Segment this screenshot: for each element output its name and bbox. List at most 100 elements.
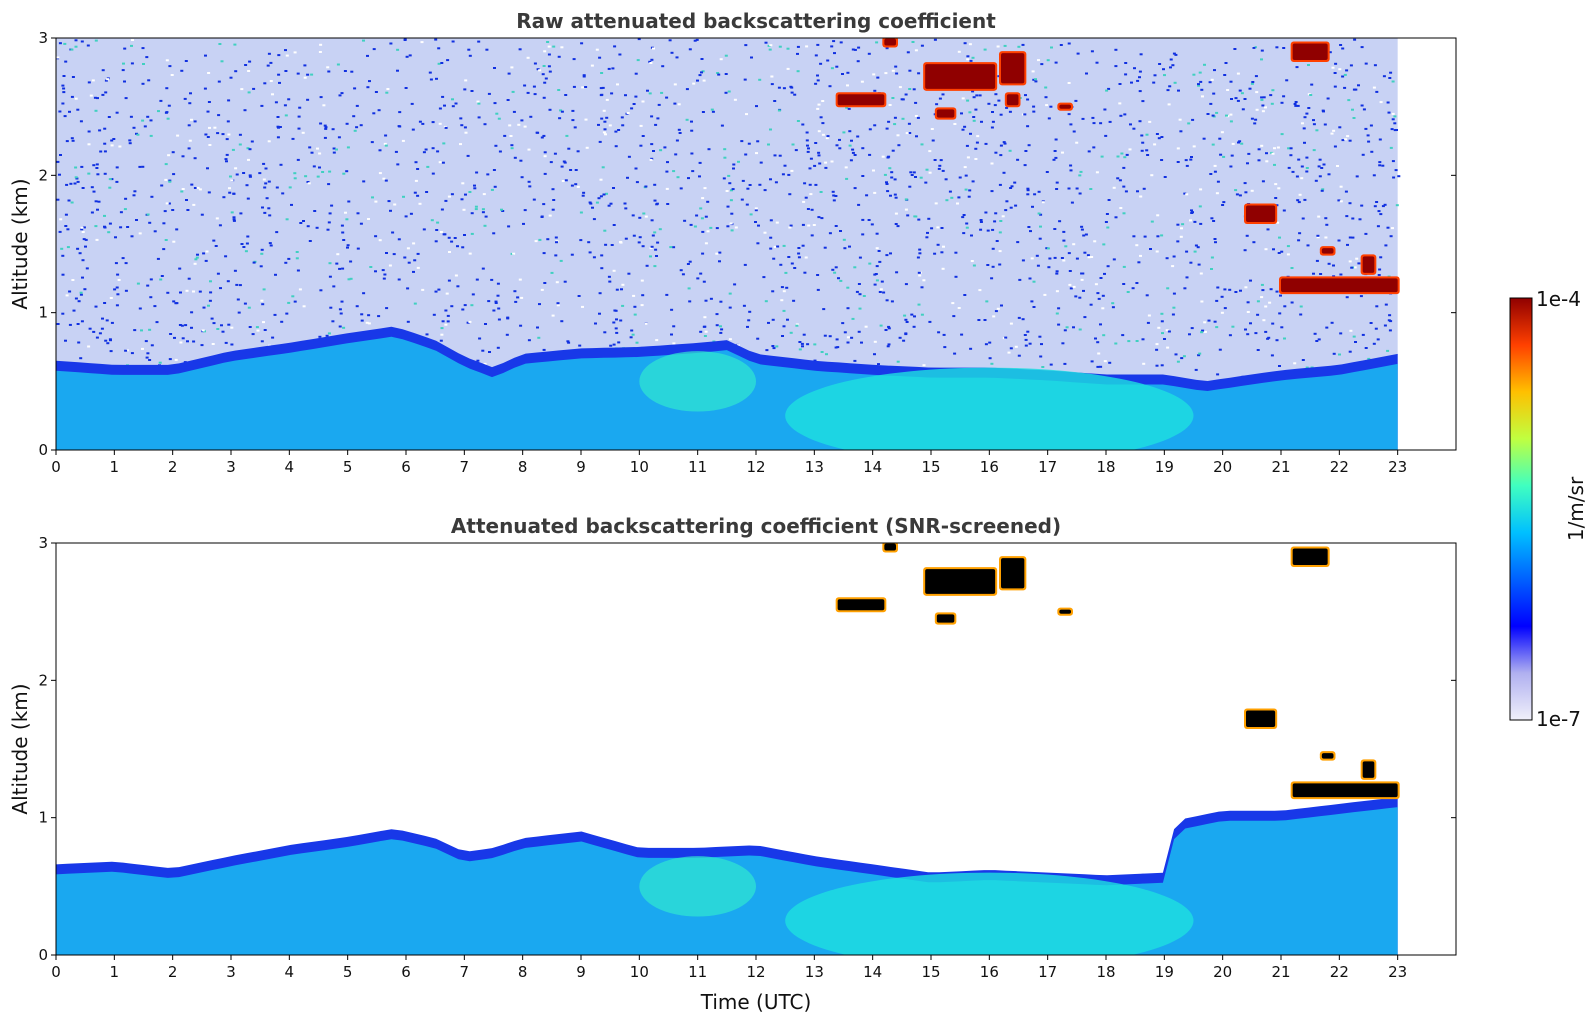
x-tick-label: 18: [1096, 963, 1115, 981]
x-tick-label: 14: [863, 963, 882, 981]
cloud-core: [936, 614, 955, 623]
x-tick-label: 16: [980, 963, 999, 981]
heatmap-area: [56, 38, 1401, 450]
x-tick-label: 2: [168, 963, 178, 981]
aerosol-maximum: [639, 351, 757, 412]
cloud-core: [837, 94, 885, 106]
x-tick-label: 6: [401, 963, 411, 981]
cloud-core: [1321, 248, 1334, 254]
cloud-core: [1001, 53, 1025, 84]
x-tick-label: 17: [1038, 963, 1057, 981]
cloud-core: [1059, 104, 1071, 109]
x-tick-label: 3: [226, 963, 236, 981]
x-tick-label: 1: [110, 458, 120, 476]
x-tick-label: 6: [401, 458, 411, 476]
x-tick-label: 12: [746, 458, 765, 476]
cloud-core: [1246, 205, 1276, 223]
x-tick-label: 23: [1388, 458, 1407, 476]
x-axis-label: Time (UTC): [700, 990, 812, 1014]
colorbar-max-label: 1e-4: [1536, 287, 1581, 311]
cloud-core: [1292, 43, 1328, 60]
x-tick-label: 13: [805, 963, 824, 981]
cloud-core: [1362, 256, 1375, 273]
aerosol-maximum: [639, 856, 757, 917]
x-tick-label: 21: [1271, 963, 1290, 981]
y-axis-label: Altitude (km): [8, 178, 32, 309]
panel-title: Attenuated backscattering coefficient (S…: [451, 514, 1061, 538]
x-tick-label: 11: [688, 458, 707, 476]
cloud-core: [1246, 710, 1276, 728]
cloud-core: [884, 38, 896, 46]
x-tick-label: 4: [285, 458, 295, 476]
cloud-core: [1006, 94, 1019, 106]
cloud-core: [1362, 761, 1375, 778]
y-tick-label: 3: [38, 534, 48, 552]
x-tick-label: 20: [1213, 963, 1232, 981]
x-tick-label: 17: [1038, 458, 1057, 476]
cloud-core: [884, 543, 896, 551]
aerosol-maximum: [785, 367, 1194, 450]
aerosol-maximum: [785, 872, 1194, 955]
x-tick-label: 1: [110, 963, 120, 981]
cloud-core: [1292, 548, 1328, 565]
y-tick-label: 0: [38, 946, 48, 964]
colorbar-gradient: [1509, 297, 1533, 721]
noise-speckles: [56, 38, 1401, 378]
cloud-core: [1292, 783, 1398, 798]
y-tick-label: 1: [38, 304, 48, 322]
x-tick-label: 10: [630, 458, 649, 476]
y-axis-label: Altitude (km): [8, 683, 32, 814]
x-axis-ticks: 0 1 2 3 4 5 6 7 8 9 10 11 12 13 14 15 16 17 18 19 20 21 22 23: [51, 955, 1407, 981]
cloud-core: [1321, 753, 1334, 759]
x-tick-label: 3: [226, 458, 236, 476]
y-tick-label: 0: [38, 441, 48, 459]
x-tick-label: 5: [343, 458, 353, 476]
cloud-core: [1281, 278, 1398, 293]
x-tick-label: 9: [576, 458, 586, 476]
colorbar-unit-label: 1/m/sr: [1564, 476, 1588, 541]
x-tick-label: 20: [1213, 458, 1232, 476]
colorbar-min-label: 1e-7: [1536, 707, 1581, 731]
x-tick-label: 19: [1155, 963, 1174, 981]
x-tick-label: 23: [1388, 963, 1407, 981]
cloud-core: [936, 109, 955, 118]
x-tick-label: 22: [1330, 458, 1349, 476]
y-tick-label: 2: [38, 671, 48, 689]
cloud-core: [1059, 609, 1071, 614]
x-tick-label: 19: [1155, 458, 1174, 476]
x-tick-label: 12: [746, 963, 765, 981]
x-tick-label: 16: [980, 458, 999, 476]
x-tick-label: 15: [921, 963, 940, 981]
x-tick-label: 8: [518, 963, 528, 981]
cloud-core: [925, 64, 996, 89]
x-tick-label: 13: [805, 458, 824, 476]
x-tick-label: 11: [688, 963, 707, 981]
x-tick-label: 4: [285, 963, 295, 981]
panel-title: Raw attenuated backscattering coefficien…: [516, 9, 996, 33]
snr-screened-panel: Attenuated backscattering coefficient (S…: [8, 514, 1457, 1014]
x-tick-label: 5: [343, 963, 353, 981]
y-tick-label: 3: [38, 29, 48, 47]
x-tick-label: 21: [1271, 458, 1290, 476]
x-tick-label: 9: [576, 963, 586, 981]
x-tick-label: 7: [460, 963, 470, 981]
x-tick-label: 0: [51, 458, 61, 476]
x-tick-label: 14: [863, 458, 882, 476]
y-axis-ticks: 0 1 2 3: [38, 29, 1456, 459]
raw-backscatter-panel: Raw attenuated backscattering coefficien…: [8, 9, 1457, 476]
cloud-core: [837, 599, 885, 611]
x-tick-label: 15: [921, 458, 940, 476]
x-axis-ticks: 0 1 2 3 4 5 6 7 8 9 10 11 12 13 14 15 16 17 18 19 20 21 22 23: [51, 450, 1407, 476]
colorbar: 1e-4 1e-7 1/m/sr: [1509, 287, 1588, 731]
x-tick-label: 18: [1096, 458, 1115, 476]
y-axis-ticks: 0 1 2 3: [38, 534, 1456, 964]
x-tick-label: 0: [51, 963, 61, 981]
cloud-core: [1001, 558, 1025, 589]
cloud-core: [925, 569, 996, 594]
x-tick-label: 2: [168, 458, 178, 476]
y-tick-label: 2: [38, 166, 48, 184]
heatmap-area: [56, 543, 1400, 955]
x-tick-label: 10: [630, 963, 649, 981]
y-tick-label: 1: [38, 809, 48, 827]
